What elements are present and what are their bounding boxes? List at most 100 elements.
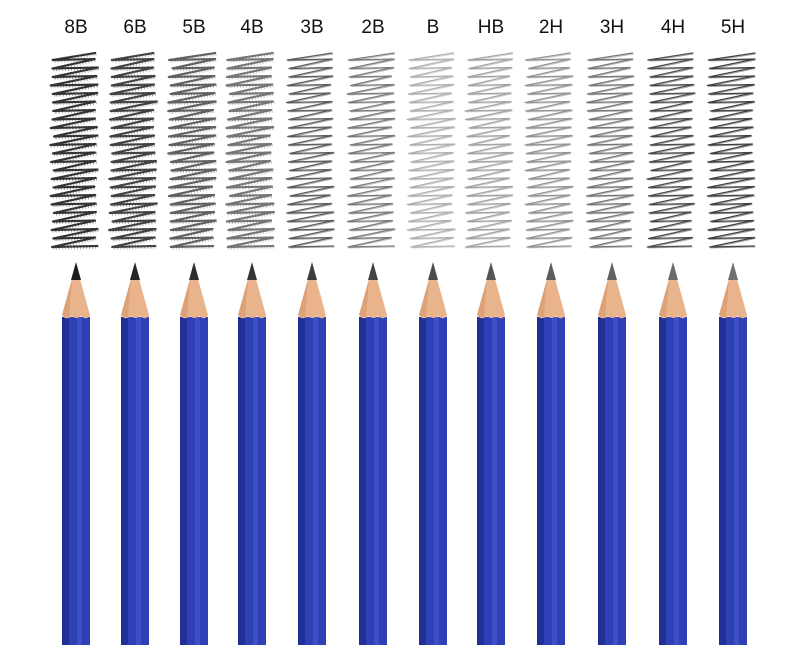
pencil bbox=[719, 262, 747, 645]
pencil-lead-tip bbox=[247, 262, 257, 280]
scribble-swatch bbox=[285, 52, 336, 249]
scribble-texture bbox=[109, 52, 159, 250]
scribble-stroke bbox=[49, 51, 100, 249]
scribble-texture bbox=[466, 53, 514, 249]
scribble-swatch bbox=[524, 52, 574, 249]
scribble-stroke bbox=[524, 52, 574, 248]
pencil bbox=[298, 262, 326, 645]
grade-label: 2B bbox=[361, 17, 384, 38]
pencil-lead-tip bbox=[368, 262, 378, 280]
pencil-body-highlight bbox=[136, 317, 141, 645]
pencil bbox=[477, 262, 505, 645]
pencil-wood-shade bbox=[419, 279, 429, 318]
scribble-stroke bbox=[585, 52, 635, 248]
pencil-body-shade bbox=[359, 317, 366, 645]
scribble-swatch bbox=[346, 52, 396, 249]
pencil-body-highlight bbox=[613, 317, 618, 645]
scribble-texture bbox=[348, 53, 396, 249]
pencil-column: 6B bbox=[108, 17, 159, 645]
scribble-swatch bbox=[166, 51, 218, 250]
pencil-body-shade bbox=[238, 317, 245, 645]
pencil-wood-shade bbox=[359, 279, 369, 318]
pencil bbox=[537, 262, 565, 645]
pencil-lead-tip bbox=[71, 262, 81, 280]
grade-label: 2H bbox=[539, 17, 563, 38]
scribble-stroke bbox=[706, 52, 756, 248]
pencil-lead-tip bbox=[607, 262, 617, 280]
pencil-body-shade bbox=[659, 317, 666, 645]
pencil-column: 2B bbox=[346, 17, 396, 645]
pencil-wood-shade bbox=[719, 279, 729, 318]
pencil-column: 4H bbox=[646, 17, 696, 645]
pencil-column: B bbox=[406, 17, 457, 645]
pencil-lead-tip bbox=[486, 262, 496, 280]
scribble-swatch bbox=[406, 52, 457, 249]
pencil-body-highlight bbox=[313, 317, 318, 645]
pencil bbox=[180, 262, 208, 645]
pencil-lead-tip bbox=[428, 262, 438, 280]
pencil-column: 2H bbox=[524, 17, 574, 645]
scribble-swatch bbox=[49, 51, 100, 250]
pencil bbox=[238, 262, 266, 645]
pencil-wood-shade bbox=[121, 279, 131, 318]
grade-label: 3B bbox=[300, 17, 323, 38]
pencil bbox=[659, 262, 687, 645]
pencil-lead-tip bbox=[728, 262, 738, 280]
grade-label: HB bbox=[478, 17, 504, 38]
grade-label: 4B bbox=[240, 17, 263, 38]
scribble-swatch bbox=[706, 52, 756, 249]
pencil-body-highlight bbox=[674, 317, 679, 645]
pencil-wood-shade bbox=[62, 279, 72, 318]
scribble-stroke bbox=[225, 51, 275, 249]
scribble-texture bbox=[526, 53, 574, 249]
pencil-column: 3B bbox=[285, 17, 336, 645]
pencil-body-shade bbox=[180, 317, 187, 645]
pencil-column: 8B bbox=[49, 17, 100, 645]
pencil-body-highlight bbox=[195, 317, 200, 645]
pencil-body-shade bbox=[298, 317, 305, 645]
pencil-wood-shade bbox=[537, 279, 547, 318]
grade-label: B bbox=[427, 17, 440, 38]
scribble-swatch bbox=[646, 52, 696, 249]
pencil-body-shade bbox=[121, 317, 128, 645]
pencil-columns: 8B 6B 5B 4B 3B 2B B HB 2H 3H 4H 5H bbox=[49, 17, 756, 645]
pencil-column: 5B bbox=[166, 17, 218, 645]
pencil-body-shade bbox=[477, 317, 484, 645]
pencil-column: 5H bbox=[706, 17, 756, 645]
pencil bbox=[359, 262, 387, 645]
scribble-swatch bbox=[464, 52, 514, 249]
scribble-texture bbox=[408, 53, 457, 249]
grade-label: 8B bbox=[64, 17, 87, 38]
pencil-body-highlight bbox=[253, 317, 258, 645]
pencil-body-highlight bbox=[492, 317, 497, 645]
pencil-lead-tip bbox=[307, 262, 317, 280]
pencil bbox=[62, 262, 90, 645]
grade-label: 4H bbox=[661, 17, 685, 38]
scribble-texture bbox=[647, 53, 696, 249]
scribble-swatch bbox=[108, 51, 159, 250]
grade-label: 6B bbox=[123, 17, 146, 38]
pencil-body-highlight bbox=[734, 317, 739, 645]
pencil-body-highlight bbox=[77, 317, 82, 645]
scribble-texture bbox=[168, 52, 218, 250]
scribble-stroke bbox=[346, 52, 396, 248]
pencil-wood-shade bbox=[238, 279, 248, 318]
scribble-swatch bbox=[585, 52, 635, 249]
pencil-body-shade bbox=[719, 317, 726, 645]
pencil-body-shade bbox=[537, 317, 544, 645]
pencil-body-highlight bbox=[434, 317, 439, 645]
pencil-lead-tip bbox=[130, 262, 140, 280]
scribble-stroke bbox=[166, 51, 218, 249]
pencil bbox=[419, 262, 447, 645]
pencil-lead-tip bbox=[189, 262, 199, 280]
pencil bbox=[598, 262, 626, 645]
pencil bbox=[121, 262, 149, 645]
scribble-stroke bbox=[464, 52, 514, 248]
pencil-column: HB bbox=[464, 17, 514, 645]
scribble-texture bbox=[287, 53, 336, 249]
grade-label: 5H bbox=[721, 17, 745, 38]
pencil-column: 3H bbox=[585, 17, 635, 645]
pencil-wood-shade bbox=[477, 279, 487, 318]
grade-label: 5B bbox=[182, 17, 205, 38]
